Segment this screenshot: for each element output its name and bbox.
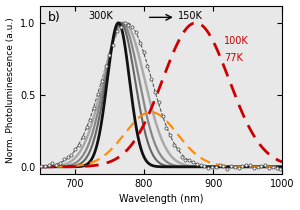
Text: 77K: 77K <box>224 53 243 63</box>
X-axis label: Wavelength (nm): Wavelength (nm) <box>119 194 203 205</box>
Text: 100K: 100K <box>224 36 249 46</box>
Text: b): b) <box>48 11 60 24</box>
Y-axis label: Norm. Photoluminescence (a.u.): Norm. Photoluminescence (a.u.) <box>6 17 15 163</box>
Text: 150K: 150K <box>178 11 203 21</box>
Text: 300K: 300K <box>88 11 113 21</box>
